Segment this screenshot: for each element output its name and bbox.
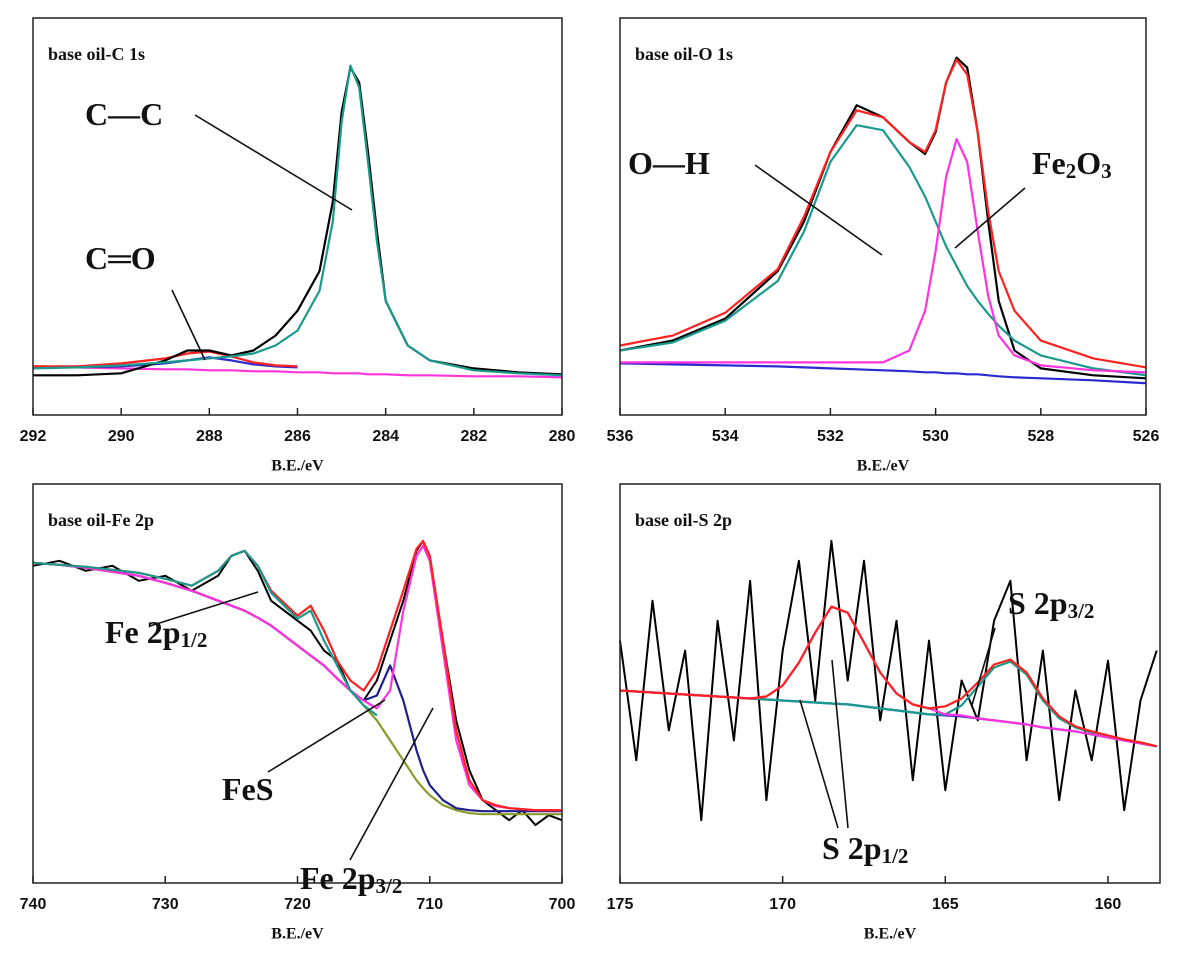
spectrum-line [619, 58, 1147, 369]
annotation-part: 3/2 [376, 874, 403, 898]
annotation: C—C [85, 96, 163, 132]
annotation: S 2p1/2 [822, 830, 908, 867]
leader-line [267, 699, 386, 773]
spectrum-line [619, 605, 1157, 748]
spectrum-line [32, 561, 562, 816]
x-tick-label: 282 [460, 428, 487, 445]
annotation-part: 1/2 [882, 844, 909, 868]
annotation: S 2p3/2 [1008, 585, 1094, 622]
annotation-part: 1/2 [181, 628, 208, 652]
annotation-part: Fe [1032, 145, 1066, 181]
x-tick-label: 280 [549, 428, 576, 445]
annotation-part: C═O [85, 240, 156, 276]
panel: 740 730 720 710 700 B.E./eV base oil-Fe 2p Fe 2… [20, 483, 576, 943]
spectrum-line [32, 561, 562, 813]
plot-frame [619, 17, 1147, 416]
spectrum-line [619, 689, 1157, 748]
panel-title: base oil-C 1s [48, 44, 145, 64]
annotation: Fe2O3 [1032, 145, 1112, 182]
leader-line [799, 699, 839, 829]
leader-line [831, 659, 849, 829]
panel: 292 290 288 286 284 282 280 B.E./eV base oil-C 1… [20, 17, 576, 475]
panel: 536 534 532 530 528 526 B.E./eV base oil-O 1s O—… [607, 17, 1160, 475]
annotation-part: O—H [628, 145, 710, 181]
x-tick-label: 740 [20, 896, 47, 913]
spectrum-line [32, 544, 562, 812]
spectrum-line [33, 350, 298, 368]
annotation: Fe 2p3/2 [300, 860, 402, 897]
annotation-part: Fe 2p [300, 860, 376, 896]
leader-line [971, 627, 996, 706]
annotation-part: 3 [1101, 159, 1112, 183]
x-tick-label: 165 [932, 896, 959, 913]
x-axis-label: B.E./eV [271, 926, 324, 943]
plot-frame [32, 17, 563, 416]
spectrum-line [619, 362, 1147, 385]
spectrum-line [620, 138, 1147, 374]
spectrum-line [619, 539, 1158, 822]
spectrum-line [32, 549, 378, 717]
x-axis-label: B.E./eV [271, 458, 324, 475]
leader-line [149, 591, 259, 627]
panel-title: base oil-O 1s [635, 44, 733, 64]
panel-title: base oil-S 2p [635, 510, 732, 530]
x-axis-label: B.E./eV [857, 458, 910, 475]
annotation-part: 3/2 [1068, 599, 1095, 623]
x-tick-label: 700 [549, 896, 576, 913]
spectrum-line [619, 56, 1147, 380]
x-tick-label: 532 [817, 428, 844, 445]
x-tick-label: 730 [152, 896, 179, 913]
x-tick-label: 170 [769, 896, 796, 913]
x-tick-label: 286 [284, 428, 311, 445]
annotation: FeS [222, 771, 274, 807]
x-tick-label: 720 [284, 896, 311, 913]
annotation-part: 2 [1066, 159, 1077, 183]
annotation-part: O [1076, 145, 1101, 181]
panel-title: base oil-Fe 2p [48, 510, 154, 530]
spectrum-line [619, 124, 1147, 377]
spectrum-line [32, 365, 563, 379]
x-tick-label: 175 [607, 896, 634, 913]
leader-line [754, 164, 883, 256]
leader-line [171, 289, 206, 361]
plot-frame [619, 483, 1161, 884]
spectrum-line [32, 64, 563, 377]
x-axis-label: B.E./eV [864, 926, 917, 943]
x-tick-label: 530 [922, 428, 949, 445]
annotation-part: S 2p [1008, 585, 1068, 621]
annotation: C═O [85, 240, 156, 276]
annotation: Fe 2p1/2 [105, 614, 207, 651]
annotation-part: C—C [85, 96, 163, 132]
leader-line [194, 114, 353, 211]
x-tick-label: 710 [416, 896, 443, 913]
x-tick-label: 536 [607, 428, 634, 445]
x-tick-label: 292 [20, 428, 47, 445]
leader-line [349, 707, 434, 861]
x-tick-label: 160 [1095, 896, 1122, 913]
x-tick-label: 288 [196, 428, 223, 445]
x-tick-label: 526 [1133, 428, 1160, 445]
x-tick-label: 534 [712, 428, 739, 445]
leader-line [954, 187, 1026, 249]
plot-frame [32, 483, 563, 884]
annotation-part: S 2p [822, 830, 882, 866]
x-tick-label: 284 [372, 428, 399, 445]
annotation: O—H [628, 145, 710, 181]
x-tick-label: 528 [1027, 428, 1054, 445]
spectrum-line [32, 539, 563, 827]
annotation-part: FeS [222, 771, 274, 807]
spectrum-line [32, 539, 562, 812]
x-tick-label: 290 [108, 428, 135, 445]
